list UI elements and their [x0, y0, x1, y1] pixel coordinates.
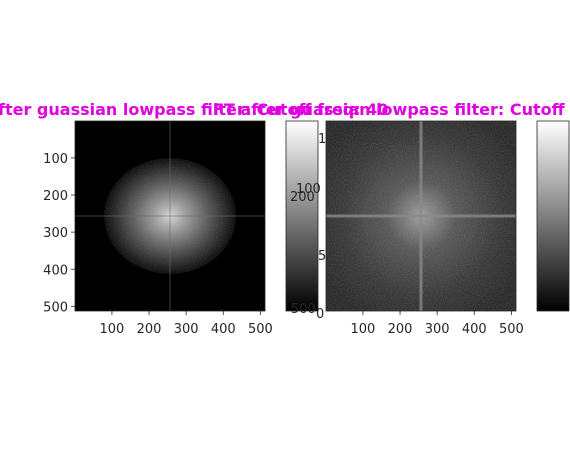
right-x-ticks: 100 200 300 400 500	[351, 311, 524, 337]
left-x-tick-label: 500	[248, 322, 273, 337]
left-y-ticks: 100 200 300 400 500	[43, 152, 75, 315]
left-colorbar-label-bottom: 500	[291, 302, 316, 317]
left-colorbar-label-mid: 100	[296, 182, 321, 197]
left-x-tick-label: 300	[174, 322, 199, 337]
right-colorbar	[536, 120, 570, 312]
left-colorbar-frame	[285, 120, 319, 312]
right-x-tick-label: 200	[388, 322, 413, 337]
left-colorbar: 1 100 200 5 500 0	[285, 120, 326, 322]
right-plot-title: FT after guassian lowpass filter: Cutoff	[213, 100, 566, 119]
left-x-tick-label: 400	[211, 322, 236, 337]
right-colorbar-frame	[536, 120, 570, 312]
left-y-tick-label: 200	[43, 189, 68, 204]
left-x-ticks: 100 200 300 400 500	[100, 311, 273, 337]
left-plot-title: fter guassian lowpass filter: Cutoff fre…	[0, 100, 388, 119]
right-image-axes: 100 200 300 400 500	[325, 120, 524, 337]
right-x-tick-label: 400	[462, 322, 487, 337]
right-axes-frame	[325, 120, 517, 312]
left-x-tick-label: 100	[100, 322, 125, 337]
left-x-tick-label: 200	[137, 322, 162, 337]
left-colorbar-gradient	[286, 121, 318, 311]
left-colorbar-label-mid2: 200	[290, 190, 315, 205]
right-colorbar-gradient	[537, 121, 569, 311]
left-y-tick-label: 100	[43, 152, 68, 167]
left-colorbar-label-zero: 0	[316, 307, 324, 322]
right-x-tick-label: 300	[425, 322, 450, 337]
left-y-tick-label: 500	[43, 300, 68, 315]
left-colorbar-label-low: 5	[318, 249, 326, 264]
left-axes-frame	[74, 120, 266, 312]
left-image-axes: 100 200 300 400 500 100 200 300 400 500	[43, 120, 273, 337]
right-x-tick-label: 500	[499, 322, 524, 337]
left-y-tick-label: 300	[43, 226, 68, 241]
right-x-tick-label: 100	[351, 322, 376, 337]
left-colorbar-label-top: 1	[318, 132, 326, 147]
left-y-tick-label: 400	[43, 263, 68, 278]
